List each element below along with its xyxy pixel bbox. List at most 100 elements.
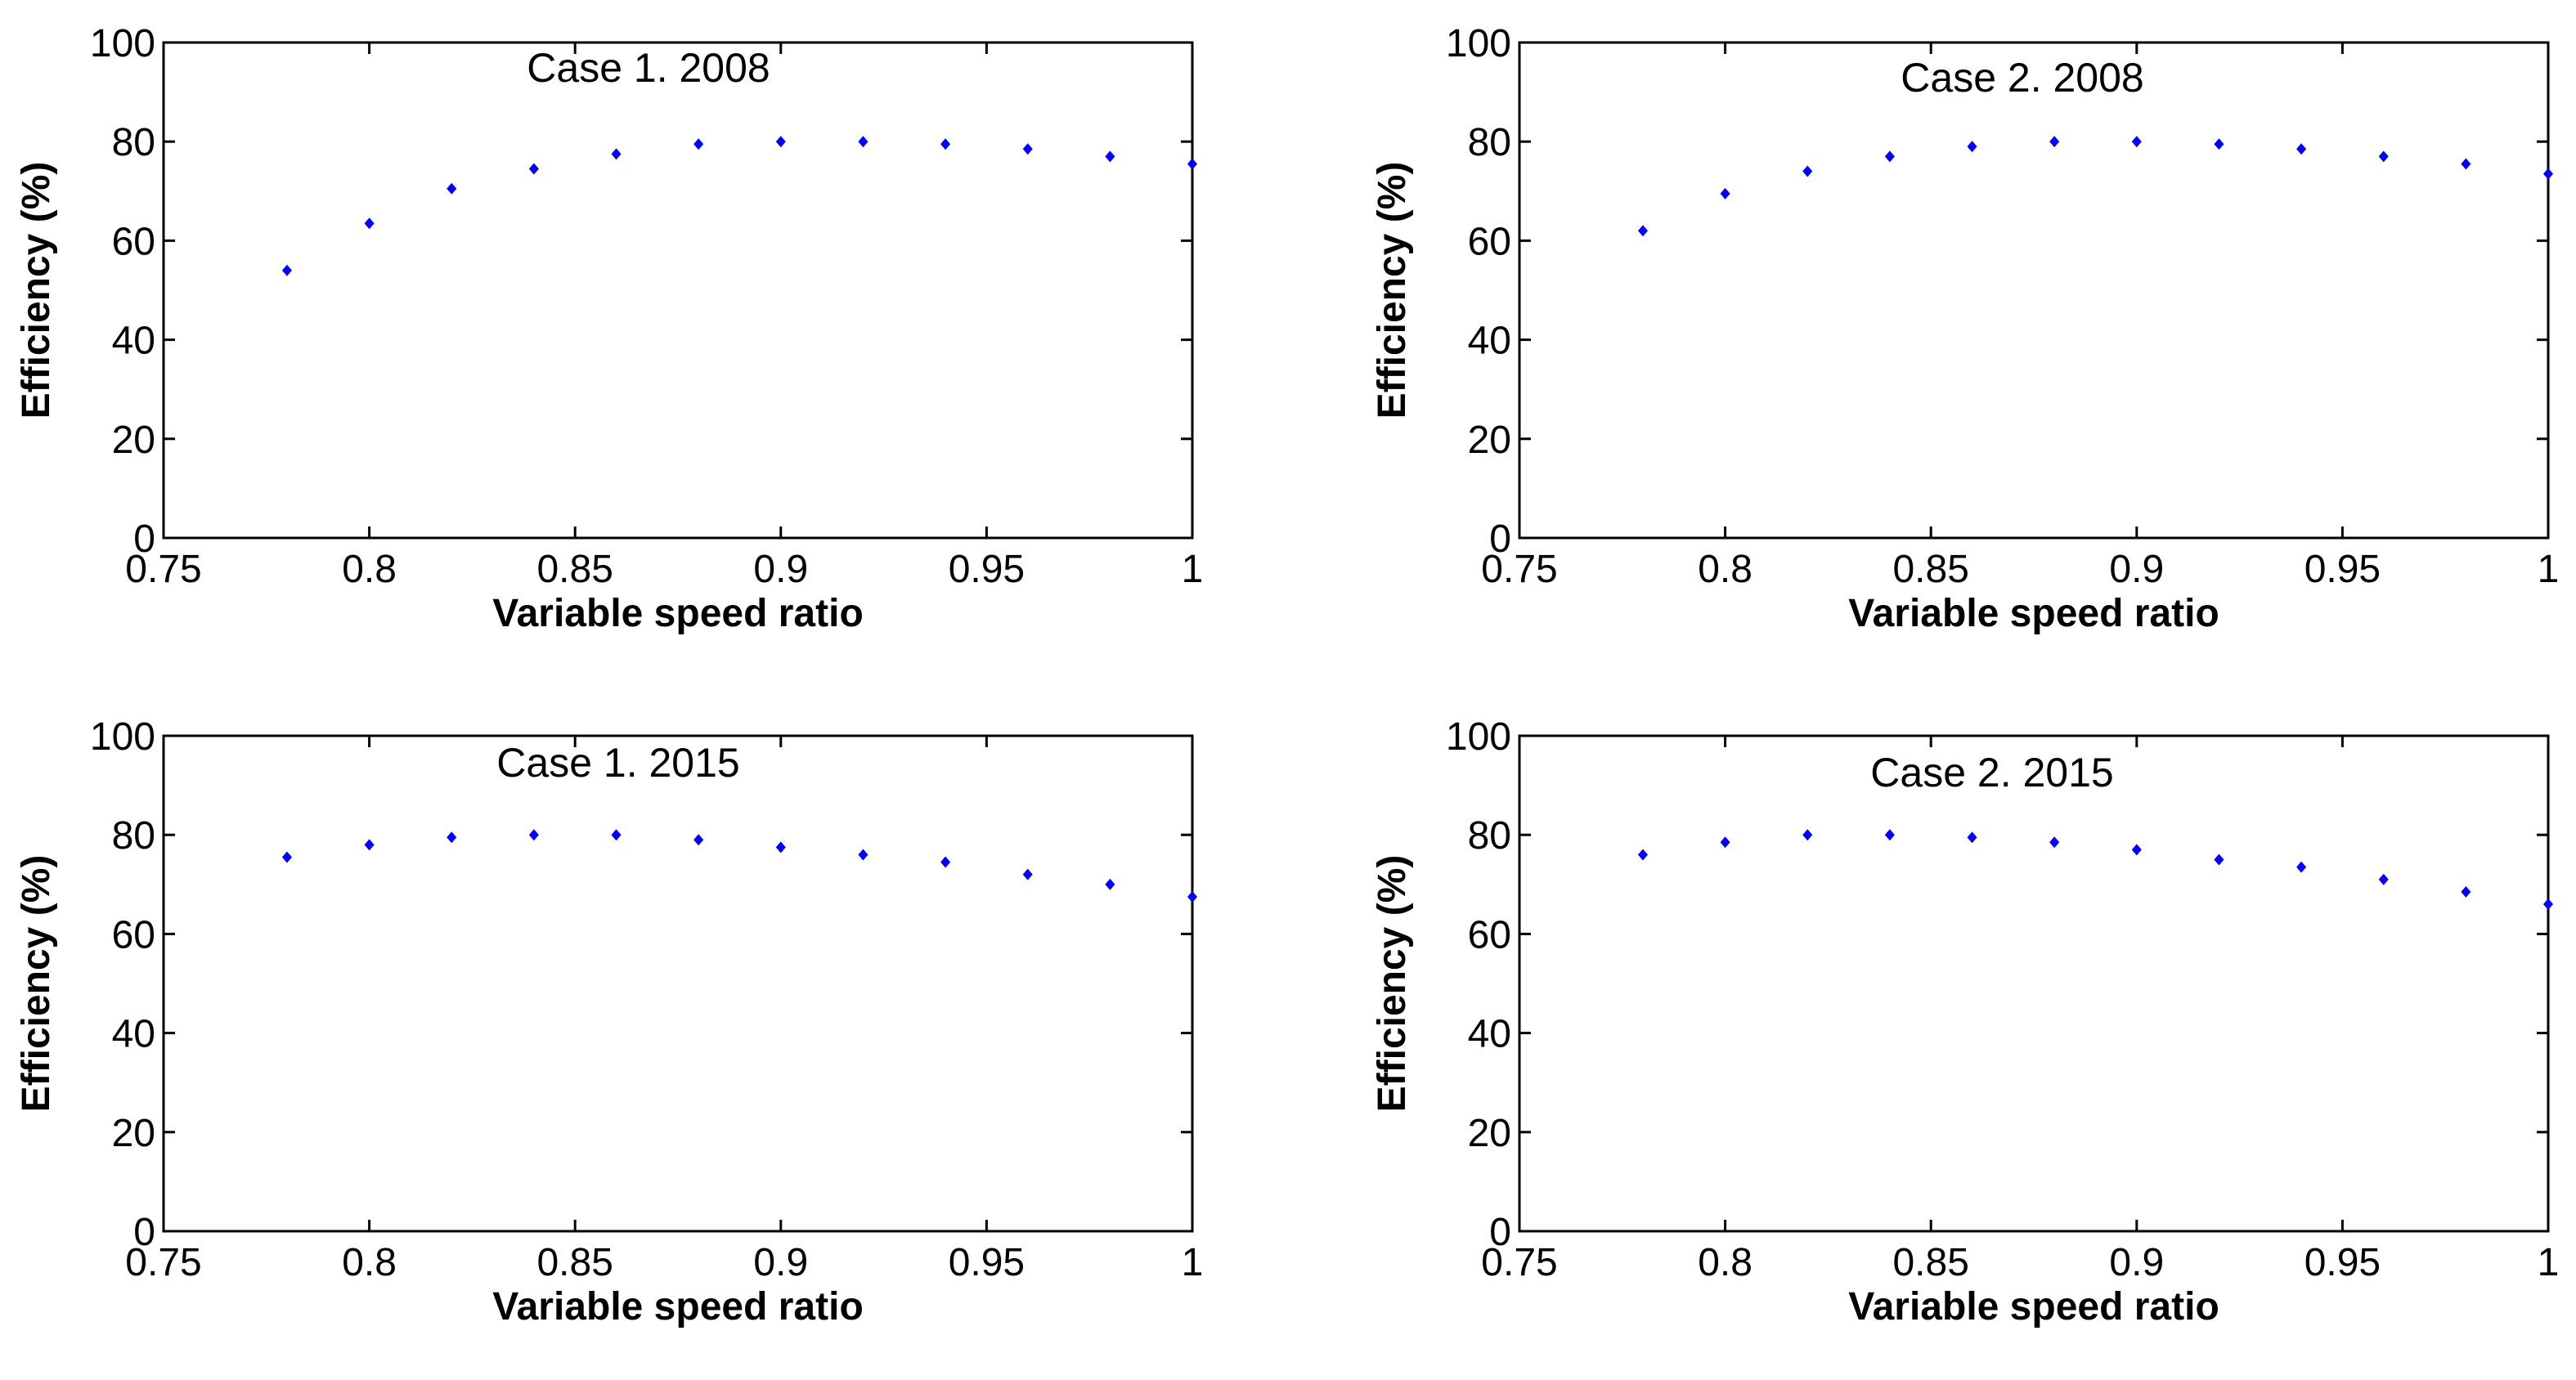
y-tick-label: 20 — [1468, 419, 1511, 462]
y-tick-label: 20 — [112, 419, 155, 462]
data-point — [2131, 136, 2142, 148]
x-tick-label: 0.85 — [536, 1241, 613, 1284]
y-tick-label: 40 — [112, 1013, 155, 1056]
data-point — [940, 856, 951, 868]
data-point — [1802, 829, 1813, 841]
x-tick-label: 0.75 — [1481, 1241, 1557, 1284]
data-point — [1187, 890, 1197, 903]
x-tick-label: 1 — [1182, 548, 1204, 591]
y-axis-label: Efficiency (%) — [15, 855, 58, 1113]
data-point — [1967, 141, 1977, 153]
data-point — [2049, 836, 2060, 849]
data-point — [281, 264, 292, 276]
data-point — [1802, 165, 1813, 177]
x-tick-label: 0.75 — [125, 1241, 201, 1284]
x-tick-label: 0.8 — [342, 548, 397, 591]
y-tick-label: 40 — [1468, 320, 1511, 363]
y-axis-label: Efficiency (%) — [1371, 855, 1414, 1113]
data-point — [1884, 829, 1895, 841]
data-point — [2214, 854, 2224, 866]
x-tick-label: 0.95 — [2304, 1241, 2381, 1284]
data-point — [2461, 158, 2471, 170]
y-tick-label: 0 — [133, 1211, 155, 1254]
data-point — [1720, 187, 1730, 199]
data-point — [1105, 878, 1115, 890]
data-point — [858, 849, 868, 861]
y-tick-label: 100 — [1446, 22, 1511, 65]
y-tick-label: 60 — [112, 913, 155, 957]
y-tick-label: 40 — [112, 320, 155, 363]
x-axis-label: Variable speed ratio — [1848, 1285, 2219, 1328]
subplot-case2-2015: 0.75 0.8 0.85 0.9 0.95 1 0 20 40 60 80 100 Variable … — [1371, 715, 2559, 1328]
data-point — [281, 851, 292, 863]
y-axis-label: Efficiency (%) — [1371, 162, 1414, 419]
data-point — [2461, 885, 2471, 898]
x-tick-label: 0.85 — [1892, 548, 1968, 591]
data-point — [2378, 150, 2389, 163]
data-point — [2296, 143, 2307, 155]
data-point — [528, 829, 539, 841]
data-point — [2543, 898, 2553, 911]
subplot-case2-2008: 0.75 0.8 0.85 0.9 0.95 1 0 20 40 60 80 100 Variable … — [1371, 22, 2559, 635]
data-point — [364, 217, 375, 230]
x-tick-label: 0.8 — [342, 1241, 397, 1284]
x-tick-label: 0.9 — [753, 548, 808, 591]
y-tick-label: 60 — [1468, 220, 1511, 263]
y-tick-label: 80 — [1468, 121, 1511, 164]
x-tick-label: 1 — [2538, 1241, 2560, 1284]
data-point — [775, 841, 786, 854]
data-point — [858, 136, 868, 148]
x-tick-label: 0.75 — [1481, 548, 1557, 591]
data-point — [1967, 831, 1977, 844]
data-point — [611, 829, 622, 841]
x-tick-label: 0.95 — [949, 1241, 1025, 1284]
data-point — [775, 136, 786, 148]
subplot-case1-2008: 0.75 0.8 0.85 0.9 0.95 1 0 20 40 60 80 100 Variable … — [15, 22, 1203, 635]
x-tick-label: 0.95 — [949, 548, 1025, 591]
plot-title: Case 1. 2015 — [496, 740, 739, 786]
x-tick-label: 0.8 — [1698, 548, 1752, 591]
data-point — [1022, 868, 1033, 880]
data-point — [2543, 168, 2553, 180]
y-tick-label: 60 — [112, 220, 155, 263]
x-tick-label: 0.9 — [753, 1241, 808, 1284]
x-axis-label: Variable speed ratio — [492, 592, 864, 635]
data-point — [1022, 143, 1033, 155]
data-point — [2131, 844, 2142, 856]
x-axis-label: Variable speed ratio — [1848, 592, 2219, 635]
data-point — [611, 148, 622, 160]
x-tick-label: 0.95 — [2304, 548, 2381, 591]
x-tick-label: 0.75 — [125, 548, 201, 591]
y-tick-label: 0 — [1489, 518, 1511, 561]
data-point — [1720, 836, 1730, 849]
y-tick-label: 80 — [112, 814, 155, 858]
data-point — [2214, 138, 2224, 150]
y-tick-label: 60 — [1468, 913, 1511, 957]
x-tick-label: 1 — [1182, 1241, 1204, 1284]
data-point — [447, 182, 457, 195]
axes-frame — [162, 41, 1194, 540]
y-tick-label: 40 — [1468, 1013, 1511, 1056]
plot-title: Case 1. 2008 — [527, 45, 770, 91]
data-point — [1637, 225, 1648, 237]
y-tick-label: 0 — [1489, 1211, 1511, 1254]
data-point — [2378, 873, 2389, 885]
data-point — [1105, 150, 1115, 163]
data-point — [1187, 158, 1197, 170]
y-tick-label: 80 — [1468, 814, 1511, 858]
y-tick-label: 80 — [112, 121, 155, 164]
data-point — [1637, 849, 1648, 861]
y-tick-label: 100 — [90, 715, 155, 759]
x-tick-label: 0.85 — [1892, 1241, 1968, 1284]
data-point — [1884, 150, 1895, 163]
data-point — [364, 839, 375, 851]
axes-frame — [162, 734, 1194, 1233]
x-tick-label: 1 — [2538, 548, 2560, 591]
x-tick-label: 0.8 — [1698, 1241, 1752, 1284]
x-tick-label: 0.9 — [2109, 1241, 2164, 1284]
y-tick-label: 20 — [112, 1112, 155, 1155]
data-point — [940, 138, 951, 150]
data-point — [693, 138, 704, 150]
x-tick-label: 0.9 — [2109, 548, 2164, 591]
